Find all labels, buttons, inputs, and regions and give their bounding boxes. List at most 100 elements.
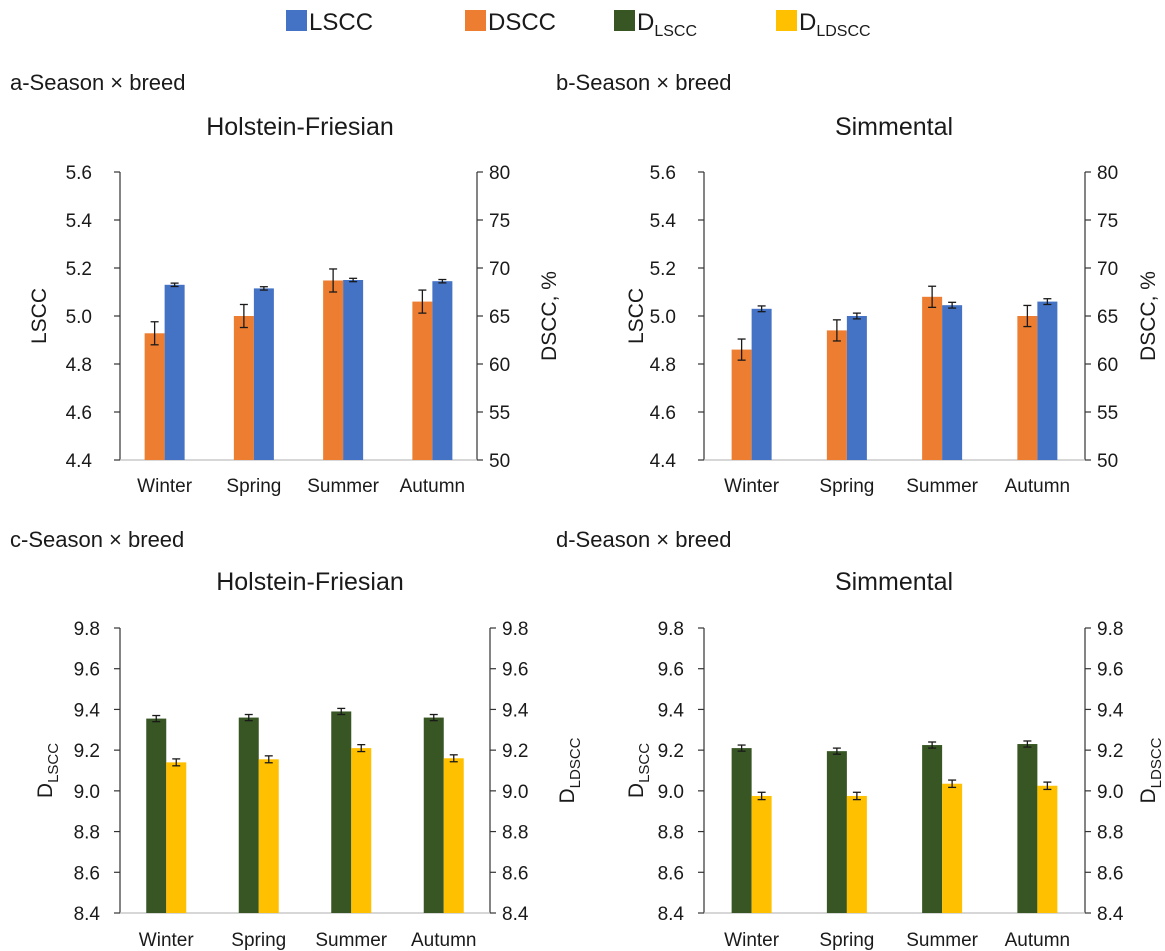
left-tick-label: 5.0 <box>650 307 676 328</box>
right-tick-label: 80 <box>1097 163 1118 184</box>
bar-dlscc-summer <box>922 745 943 913</box>
bar-dldscc-winter <box>751 795 772 913</box>
right-axis-label-main: D <box>1137 788 1160 803</box>
right-tick-label: 9.2 <box>1097 741 1123 762</box>
right-tick-label: 8.8 <box>1097 823 1123 844</box>
error-bar <box>357 743 366 753</box>
right-axis-label: DLDSCC <box>1137 737 1165 803</box>
left-axis-label: LSCC <box>625 288 648 344</box>
bar-lscc-autumn <box>432 281 453 460</box>
left-tick-label: 9.8 <box>658 619 684 640</box>
left-tick-label: 5.2 <box>66 259 92 280</box>
error-bar <box>1043 781 1052 791</box>
left-tick-label: 5.6 <box>650 163 676 184</box>
x-tick-label: Winter <box>724 930 780 951</box>
left-tick-label: 9.4 <box>74 700 101 721</box>
bar-dldscc-spring <box>258 759 279 913</box>
left-axis-label-sub: LSCC <box>45 743 62 783</box>
error-bar <box>259 286 268 291</box>
left-tick-label: 9.0 <box>74 782 100 803</box>
right-axis-label-sub: LDSCC <box>567 737 584 788</box>
bar-dldscc-winter <box>166 762 187 913</box>
x-tick-label: Spring <box>226 476 281 497</box>
error-bar <box>948 301 957 309</box>
left-tick-label: 9.0 <box>658 782 684 803</box>
left-tick-label: 8.4 <box>658 904 685 925</box>
bar-dldscc-autumn <box>443 758 464 913</box>
left-tick-label: 4.4 <box>66 451 93 472</box>
right-tick-label: 65 <box>1097 307 1118 328</box>
bar-dscc-summer <box>323 280 344 460</box>
chart-panel-b: b-Season × breed Simmental 4.4 4.6 4.8 5.0 5.2… <box>556 70 1160 497</box>
panel-label: b-Season × breed <box>556 70 732 95</box>
error-bar <box>737 744 746 752</box>
left-tick-label: 4.8 <box>66 355 92 376</box>
x-tick-label: Summer <box>315 930 387 951</box>
left-tick-label: 9.2 <box>658 741 684 762</box>
error-bar <box>329 268 338 293</box>
left-tick-label: 9.6 <box>658 660 684 681</box>
error-bar <box>852 312 861 320</box>
bar-dlscc-summer <box>331 711 352 913</box>
left-tick-label: 5.0 <box>66 307 92 328</box>
right-tick-label: 9.6 <box>502 660 528 681</box>
error-bar <box>172 758 181 767</box>
left-tick-label: 8.6 <box>74 863 100 884</box>
error-bar <box>757 791 766 801</box>
chart-title: Simmental <box>835 113 953 141</box>
bar-dlscc-spring <box>826 751 847 913</box>
right-tick-label: 60 <box>489 355 510 376</box>
left-tick-label: 9.6 <box>74 660 100 681</box>
right-tick-label: 80 <box>489 163 510 184</box>
bar-dscc-autumn <box>1017 316 1038 460</box>
bar-lscc-autumn <box>1037 301 1058 460</box>
left-axis-label-main: LSCC <box>625 288 648 344</box>
chart-title: Holstein-Friesian <box>216 568 404 596</box>
left-tick-label: 8.8 <box>74 823 100 844</box>
left-tick-label: 8.4 <box>74 904 101 925</box>
legend-label-main: D <box>799 9 816 36</box>
left-tick-label: 5.2 <box>650 259 676 280</box>
legend-item: DLDSCC <box>776 9 871 40</box>
right-tick-label: 9.4 <box>502 700 529 721</box>
left-axis-label-main: D <box>625 783 648 798</box>
x-tick-label: Autumn <box>1005 476 1070 497</box>
error-bar <box>1023 740 1032 748</box>
legend-label: DLDSCC <box>799 9 871 40</box>
chart-panel-c: c-Season × breed Holstein-Friesian 8.4 8.6 8… <box>10 527 584 951</box>
left-tick-label: 5.6 <box>66 163 92 184</box>
bar-dldscc-autumn <box>1037 785 1058 913</box>
legend: LSCC DSCC DLSCC DLDSCC <box>286 9 871 40</box>
x-tick-label: Autumn <box>411 930 476 951</box>
error-bar <box>737 338 746 361</box>
right-tick-label: 9.0 <box>1097 782 1123 803</box>
right-axis-label-main: DSCC, % <box>1137 271 1160 361</box>
error-bar <box>1023 304 1032 328</box>
legend-swatch <box>776 10 797 31</box>
bar-lscc-winter <box>751 308 772 460</box>
error-bar <box>349 277 358 283</box>
right-tick-label: 75 <box>489 211 510 232</box>
error-bar <box>239 303 248 329</box>
left-tick-label: 4.4 <box>650 451 677 472</box>
bar-dldscc-summer <box>351 748 372 913</box>
panel-label: d-Season × breed <box>556 527 732 552</box>
left-axis-label: DLSCC <box>625 743 653 798</box>
bar-lscc-spring <box>253 288 274 460</box>
bar-dscc-autumn <box>412 301 433 460</box>
legend-label: DLSCC <box>637 9 697 40</box>
x-tick-label: Spring <box>819 930 874 951</box>
error-bar <box>170 282 179 288</box>
right-tick-label: 60 <box>1097 355 1118 376</box>
right-tick-label: 50 <box>489 451 510 472</box>
chart-panel-a: a-Season × breed Holstein-Friesian 4.4 4.6 4… <box>10 70 561 497</box>
bar-dscc-winter <box>144 333 165 460</box>
x-tick-label: Spring <box>819 476 874 497</box>
right-axis-label-sub: LDSCC <box>1148 737 1165 788</box>
bar-lscc-spring <box>846 316 867 460</box>
left-tick-label: 4.8 <box>650 355 676 376</box>
left-tick-label: 5.4 <box>66 211 93 232</box>
right-tick-label: 70 <box>489 259 510 280</box>
bar-dscc-spring <box>826 330 847 460</box>
legend-swatch <box>286 10 307 31</box>
